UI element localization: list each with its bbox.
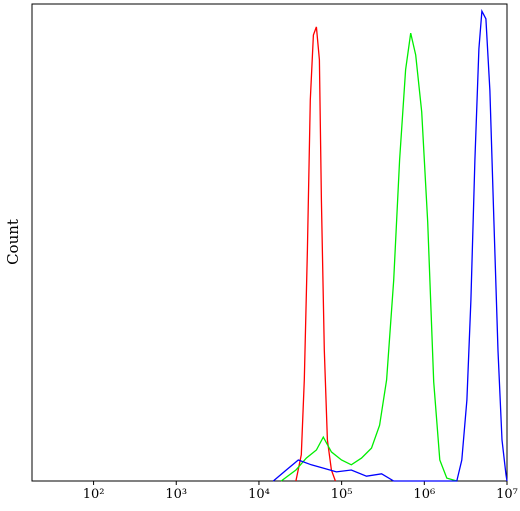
y-axis-label: Count <box>4 219 22 265</box>
x-tick-label: 10² <box>83 487 105 502</box>
histogram-line <box>280 32 457 482</box>
x-tick-label: 10⁶ <box>413 487 435 502</box>
histogram-line <box>295 26 337 482</box>
x-tick-label: 10³ <box>165 487 187 502</box>
x-tick-label: 10⁵ <box>331 487 353 502</box>
histogram-line <box>272 8 508 482</box>
x-tick-label: 10⁴ <box>248 487 270 502</box>
x-tick-label: 10⁷ <box>496 487 518 502</box>
